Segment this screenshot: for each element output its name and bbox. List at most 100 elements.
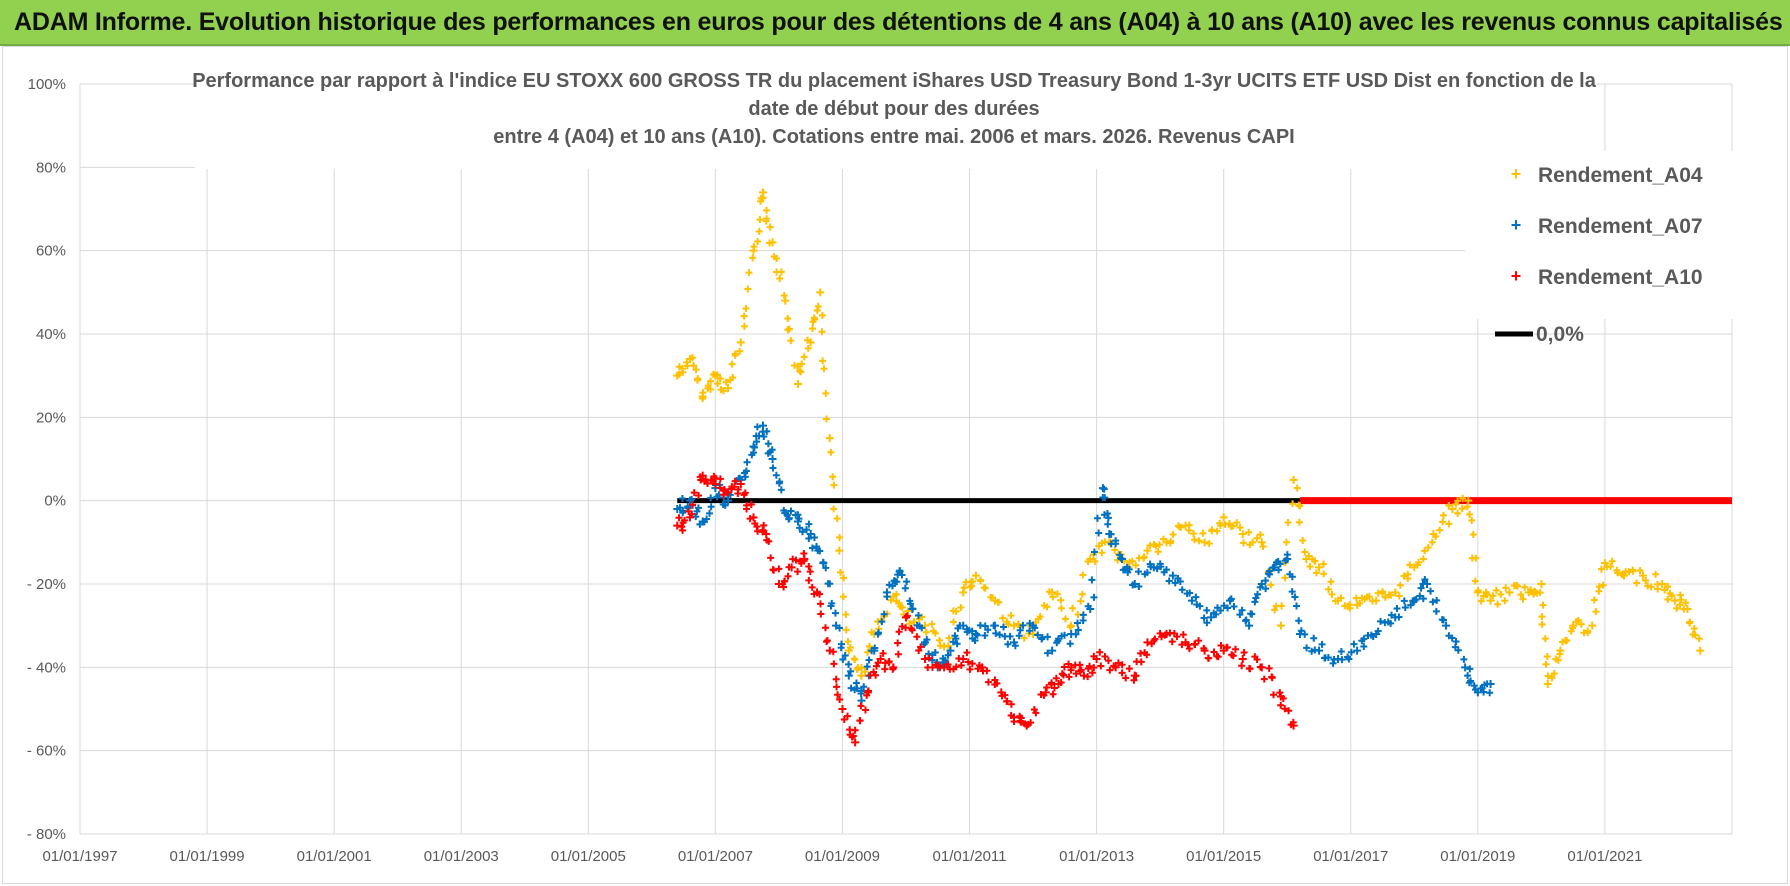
data-point-A04 [1057, 596, 1065, 604]
data-point-A04 [707, 377, 715, 385]
data-point-A04 [1474, 586, 1482, 594]
data-point-A04 [1236, 523, 1244, 531]
data-point-A04 [1686, 619, 1694, 627]
data-point-A07 [1374, 627, 1382, 635]
data-point-A07 [952, 635, 960, 643]
data-point-A10 [817, 610, 825, 618]
data-point-A04 [1327, 578, 1335, 586]
x-tick-label: 01/01/2021 [1567, 848, 1642, 865]
data-point-A07 [1460, 655, 1468, 663]
data-point-A07 [1196, 602, 1204, 610]
data-point-A10 [844, 712, 852, 720]
data-point-A07 [787, 507, 795, 515]
data-point-A10 [952, 663, 960, 671]
data-point-A07 [678, 495, 686, 503]
data-point-A07 [971, 636, 979, 644]
data-point-A10 [690, 489, 698, 497]
data-point-A10 [881, 665, 889, 673]
data-point-A04 [1445, 501, 1453, 509]
data-point-A07 [802, 526, 810, 534]
data-point-A07 [1104, 514, 1112, 522]
data-point-A04 [1356, 599, 1364, 607]
y-tick-label: 0% [44, 493, 66, 510]
data-point-A04 [1007, 611, 1015, 619]
data-point-A07 [1315, 646, 1323, 655]
data-point-A04 [1477, 597, 1485, 605]
data-point-A04 [895, 599, 903, 607]
data-point-A10 [913, 633, 921, 641]
data-point-A07 [1006, 632, 1014, 640]
data-point-A10 [957, 661, 965, 669]
data-point-A04 [977, 576, 985, 584]
data-point-A04 [851, 656, 859, 664]
data-point-A10 [736, 480, 745, 488]
data-point-A07 [1118, 555, 1127, 563]
data-point-A10 [675, 514, 683, 522]
data-point-A07 [1066, 640, 1074, 648]
data-point-A07 [707, 494, 715, 502]
data-point-A07 [1206, 613, 1215, 622]
data-point-A10 [895, 628, 903, 636]
chart-legend: + Rendement_A04 + Rendement_A07 + Rendem… [1465, 151, 1733, 346]
data-point-A04 [1542, 660, 1550, 668]
data-point-A10 [695, 491, 703, 499]
data-point-A04 [810, 314, 818, 322]
data-point-A04 [1519, 595, 1527, 603]
data-point-A10 [767, 554, 775, 562]
data-point-A07 [1407, 601, 1415, 609]
data-point-A07 [1088, 576, 1096, 584]
data-point-A07 [1360, 635, 1368, 643]
data-point-A07 [1216, 607, 1224, 615]
data-point-A04 [756, 216, 764, 224]
data-point-A10 [787, 563, 796, 572]
legend-background [1465, 151, 1733, 319]
data-point-A10 [1279, 695, 1287, 703]
data-point-A10 [730, 483, 738, 491]
data-point-A04 [1599, 581, 1607, 589]
data-point-A04 [1208, 526, 1216, 534]
data-point-A04 [1419, 555, 1427, 563]
data-point-A10 [966, 665, 974, 673]
subtitle-background [195, 61, 1591, 169]
data-point-A07 [1353, 646, 1362, 655]
data-point-A04 [819, 357, 827, 365]
data-point-A04 [736, 347, 744, 355]
data-point-A04 [822, 389, 830, 397]
data-point-A07 [1031, 624, 1039, 632]
data-point-A07 [1203, 606, 1211, 614]
data-point-A04 [823, 415, 831, 423]
y-tick-label: - 80% [27, 826, 66, 843]
data-point-A04 [728, 360, 736, 368]
data-point-A10 [1200, 646, 1209, 655]
data-point-A04 [744, 285, 752, 293]
data-point-A04 [784, 314, 792, 322]
data-point-A07 [847, 684, 855, 692]
data-point-A07 [1004, 640, 1012, 648]
data-point-A10 [983, 667, 991, 675]
data-point-A04 [1436, 526, 1444, 534]
data-point-A04 [818, 328, 826, 336]
data-point-A10 [879, 649, 887, 657]
data-point-A04 [971, 571, 980, 580]
data-point-A04 [1592, 608, 1600, 616]
data-point-A07 [1044, 633, 1052, 641]
data-point-A04 [928, 620, 936, 628]
data-point-A07 [750, 444, 758, 452]
data-point-A04 [861, 668, 869, 676]
data-point-A07 [813, 543, 821, 551]
data-point-A04 [742, 304, 750, 312]
data-point-A07 [981, 631, 989, 639]
data-point-A04 [1690, 624, 1698, 632]
data-point-A07 [799, 528, 807, 536]
data-point-A04 [1527, 586, 1535, 594]
data-point-A10 [1114, 659, 1122, 667]
data-point-A04 [1257, 538, 1266, 547]
data-point-A07 [878, 618, 886, 626]
data-point-A04 [842, 610, 850, 618]
data-point-A04 [1146, 541, 1154, 549]
data-point-A04 [724, 384, 733, 393]
data-point-A07 [1227, 595, 1235, 603]
data-point-A07 [1074, 626, 1082, 634]
data-point-A04 [1315, 563, 1323, 572]
data-point-A10 [1143, 651, 1151, 659]
